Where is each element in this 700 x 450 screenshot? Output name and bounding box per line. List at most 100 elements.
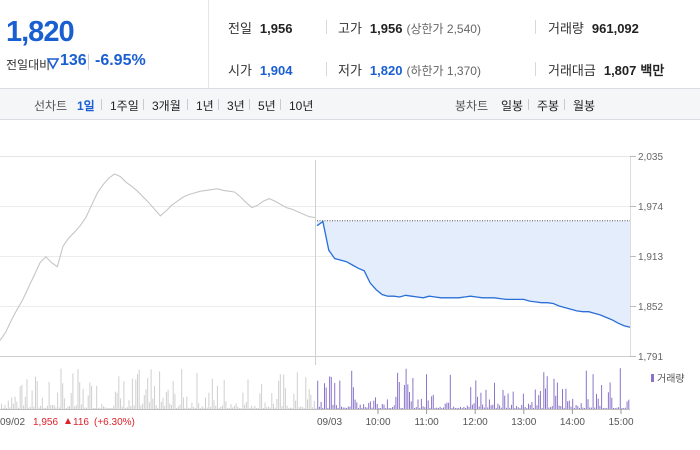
volume-bar [488,399,490,409]
volume-bar [305,377,307,409]
volume-bar [461,408,463,409]
volume-bar [573,408,575,409]
volume-bar [298,407,300,409]
price-chart: 2,035 1,974 1,913 1,852 1,791 거래량 10:00 11:00… [0,152,685,428]
volume-bar [65,408,67,409]
volume-bar [33,406,35,409]
volume-bar [21,384,23,409]
volume-bar [249,408,251,409]
volume-bar [310,394,312,409]
volume-bar [580,403,582,409]
tab-candle-weekly[interactable]: 주봉 [537,99,560,113]
volume-bar [211,378,213,409]
volume-bar [539,391,541,409]
volume-bar [594,407,596,409]
today-date: 09/03 [317,417,342,428]
volume-bar [273,403,274,409]
volume-bar [189,407,191,409]
chart-top-border [0,156,630,157]
volume-bar [140,405,142,409]
volume-bar [407,384,409,409]
volume-bar [261,384,263,409]
volume-bar [114,391,116,409]
current-price: 1,820 [6,16,75,48]
divider [528,99,529,110]
volume-bar [441,408,443,409]
volume-bar [237,406,239,409]
volume-bar [193,407,195,409]
tab-period-1w[interactable]: 1주일 [110,99,139,113]
divider [88,54,89,70]
tab-candle-monthly[interactable]: 월봉 [573,99,596,113]
volume-bar [543,372,545,409]
volume-bar [295,400,297,409]
volume-bar [465,408,467,409]
volume-bar [36,381,38,409]
volume-bar [517,407,519,409]
volume-bar [376,403,378,409]
volume-bar [87,395,89,409]
tab-period-3y[interactable]: 3년 [227,99,245,113]
volume-bar [205,397,206,409]
volume-bar [531,402,533,409]
volume-bar [52,405,53,409]
tab-period-1y[interactable]: 1년 [196,99,214,113]
volume-bar [410,401,412,409]
volume-bar [332,404,334,409]
volume-bar [420,398,422,409]
volume-bar [509,408,511,409]
x-axis: 10:00 11:00 12:00 13:00 14:00 15:00 [365,409,634,428]
volume-bar [148,402,150,409]
volume-bar [386,399,388,409]
volume-bar [432,394,434,409]
volume-bar [50,405,52,409]
volume-bar [171,405,172,409]
volume-bar [533,408,535,409]
volume-bar [86,407,87,409]
volume-bar [621,408,623,409]
volume-bar [494,382,495,409]
volume-bar [233,405,235,409]
volume-bar [216,385,218,409]
line-chart-label: 선차트 [34,99,68,113]
volume-bar [155,405,157,409]
volume-bar [121,406,123,409]
divider [326,20,327,34]
tab-period-5y[interactable]: 5년 [258,99,276,113]
volume-bar [514,408,516,409]
volume-bar [482,404,484,409]
volume-bar [269,407,271,409]
volume-bar [160,401,162,409]
volume-bar [613,408,614,409]
volume-bar [628,399,630,409]
tab-period-1d[interactable]: 1일 [77,99,95,113]
volume-bar [624,407,626,409]
divider [101,99,102,110]
volume-bar [550,407,552,409]
volume-bar [74,406,76,409]
volume-bar [590,407,592,409]
volume-bar [142,403,144,409]
volume-bar [519,408,521,409]
volume-bar [222,405,223,409]
volume-bar [449,374,451,409]
volume-bar [228,407,230,409]
volume-bar [198,403,200,409]
volume-bars [1,368,630,409]
volume-bar [23,405,25,409]
volume-bar [276,399,278,409]
divider [280,99,281,110]
volume-bar [395,396,397,409]
tab-period-10y[interactable]: 10년 [289,99,314,113]
volume-bar [94,408,96,409]
volume-bar [291,407,293,409]
volume-bar [592,374,594,409]
tab-candle-daily[interactable]: 일봉 [501,99,524,113]
volume-bar [499,405,501,409]
tab-period-3m[interactable]: 3개월 [152,99,181,113]
volume-bar [623,408,625,409]
volume-bar [72,373,74,409]
volume-bar [210,407,212,409]
volume-bar [1,403,2,409]
volume-bar [431,396,433,409]
